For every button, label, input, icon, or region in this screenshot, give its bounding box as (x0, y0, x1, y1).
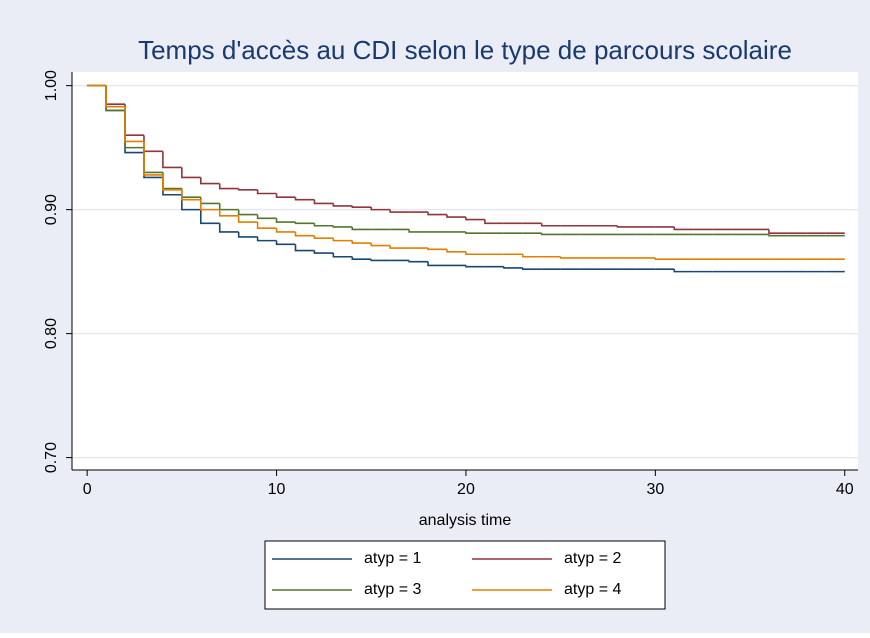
survival-step (275, 193, 296, 199)
survival-step (332, 225, 353, 228)
y-tick-label: 0.80 (43, 318, 60, 349)
survival-step (484, 219, 504, 225)
survival-step (237, 215, 258, 223)
x-tick-label: 20 (457, 481, 475, 498)
survival-step (389, 209, 410, 213)
survival-step (370, 259, 391, 262)
survival-step (294, 222, 315, 225)
survival-step (275, 218, 296, 223)
survival-step (446, 249, 466, 253)
survival-step (162, 151, 182, 169)
survival-step (256, 222, 277, 230)
survival-step (465, 217, 485, 221)
survival-step (370, 207, 391, 211)
survival-step (351, 256, 372, 261)
legend-label: atyp = 1 (364, 550, 421, 567)
survival-step (275, 228, 296, 233)
survival-step (427, 212, 448, 216)
survival-step (446, 214, 466, 218)
survival-step (181, 167, 201, 179)
survival-step (199, 177, 220, 185)
survival-step (294, 244, 315, 252)
survival-step (427, 261, 448, 267)
survival-step (540, 233, 561, 236)
legend-label: atyp = 4 (564, 581, 621, 598)
survival-step (465, 231, 485, 234)
legend-label: atyp = 3 (364, 581, 421, 598)
survival-step (389, 245, 410, 249)
survival-step (313, 199, 334, 205)
survival-step (256, 189, 277, 195)
survival-step (427, 248, 448, 251)
survival-step (199, 199, 220, 211)
chart-title: Temps d'accès au CDI selon le type de pa… (138, 35, 792, 65)
legend-label: atyp = 2 (564, 550, 621, 567)
survival-step (351, 226, 372, 231)
survival-step (465, 251, 485, 256)
survival-step (332, 253, 353, 258)
survival-step (237, 209, 258, 216)
survival-step (124, 106, 144, 143)
survival-step (768, 229, 788, 234)
survival-step (313, 223, 334, 227)
survival-step (351, 240, 372, 244)
survival-step (351, 205, 372, 208)
survival-step (370, 243, 391, 247)
survival-step (673, 269, 694, 273)
legend (264, 540, 666, 610)
survival-step (218, 183, 239, 190)
survival-step (162, 174, 182, 191)
x-axis-label: analysis time (419, 512, 512, 529)
survival-step (237, 188, 258, 191)
survival-step (181, 189, 201, 201)
y-tick-label: 0.70 (43, 442, 60, 473)
survival-step (559, 256, 580, 259)
survival-step (616, 225, 637, 228)
survival-step (408, 260, 429, 263)
survival-step (275, 240, 296, 246)
survival-step (237, 231, 258, 238)
y-tick-label: 0.90 (43, 194, 60, 225)
survival-step (218, 223, 239, 233)
survival-step (256, 214, 277, 220)
survival-step (503, 266, 523, 269)
survival-step (673, 226, 694, 231)
survival-step (218, 209, 239, 217)
x-tick-label: 40 (836, 481, 854, 498)
survival-step (332, 238, 353, 242)
survival-step (465, 265, 485, 268)
survival-step (256, 236, 277, 242)
x-tick-label: 0 (83, 481, 92, 498)
x-tick-label: 10 (268, 481, 286, 498)
survival-step (294, 197, 315, 201)
survival-step (521, 267, 542, 270)
survival-step (768, 234, 788, 237)
x-tick-label: 30 (646, 481, 664, 498)
survival-step (143, 141, 163, 176)
survival-step (332, 203, 353, 207)
survival-step (199, 209, 220, 225)
survival-step (313, 250, 334, 254)
y-tick-label: 1.00 (43, 70, 60, 101)
survival-step (105, 85, 126, 108)
survival-step (521, 254, 542, 258)
survival-step (540, 223, 561, 227)
survival-step (654, 257, 675, 261)
survival-step (294, 231, 315, 237)
survival-step (313, 235, 334, 239)
survival-step (408, 229, 429, 233)
